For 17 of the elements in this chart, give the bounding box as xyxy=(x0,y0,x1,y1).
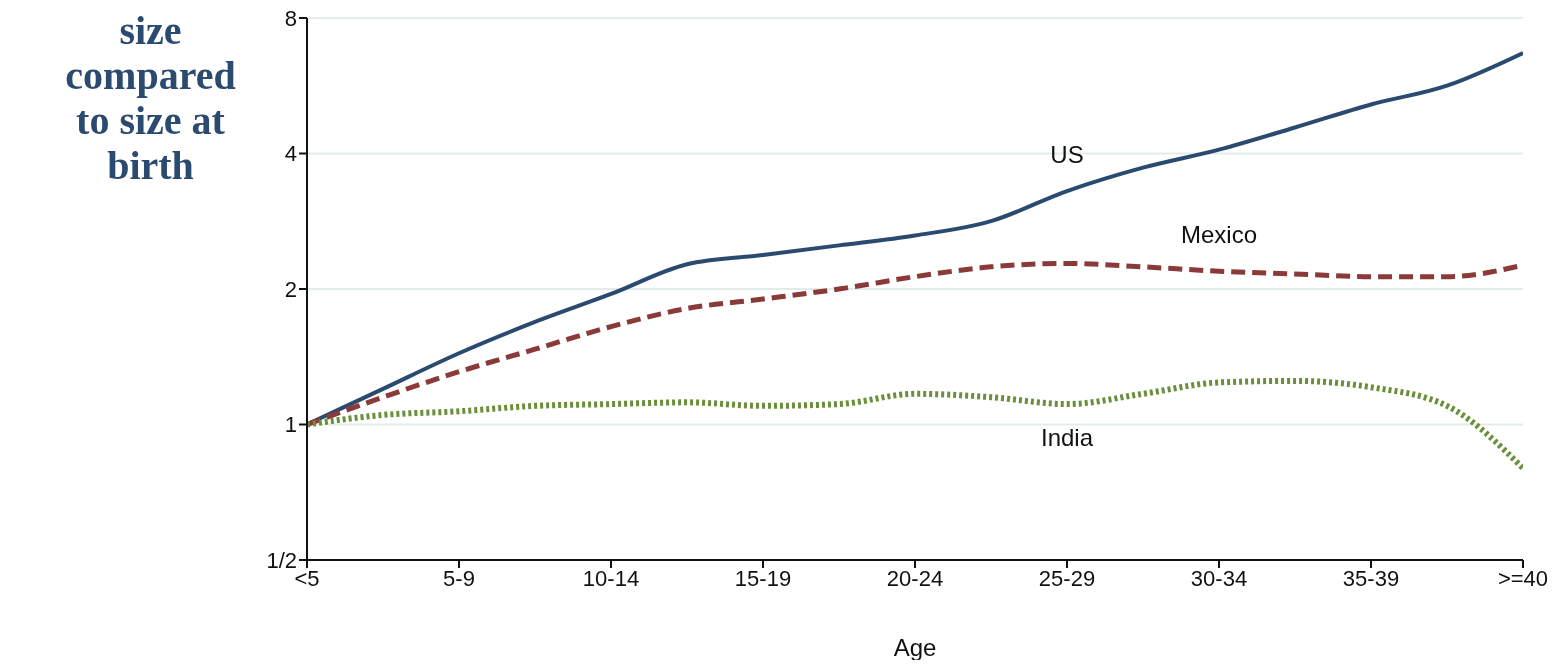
series-label: Mexico xyxy=(1180,221,1258,249)
x-tick-label: 10-14 xyxy=(582,565,640,591)
x-tick-label: 15-19 xyxy=(734,565,792,591)
y-tick-label: 1/2 xyxy=(266,547,297,573)
x-tick-label: 25-29 xyxy=(1038,565,1096,591)
y-tick-label: 8 xyxy=(284,5,297,31)
x-tick-label: >=40 xyxy=(1497,565,1549,591)
x-tick-label: 20-24 xyxy=(886,565,944,591)
y-axis-title: size compared to size at birth xyxy=(64,8,237,188)
y-tick-label: 1 xyxy=(284,412,297,438)
x-tick-label: 30-34 xyxy=(1190,565,1248,591)
x-tick-label: 35-39 xyxy=(1342,565,1400,591)
y-tick-label: 4 xyxy=(284,141,297,167)
series-label: US xyxy=(1050,141,1084,169)
y-tick-label: 2 xyxy=(284,276,297,302)
series-label: India xyxy=(1040,424,1094,452)
x-tick-label: 5-9 xyxy=(443,565,475,591)
